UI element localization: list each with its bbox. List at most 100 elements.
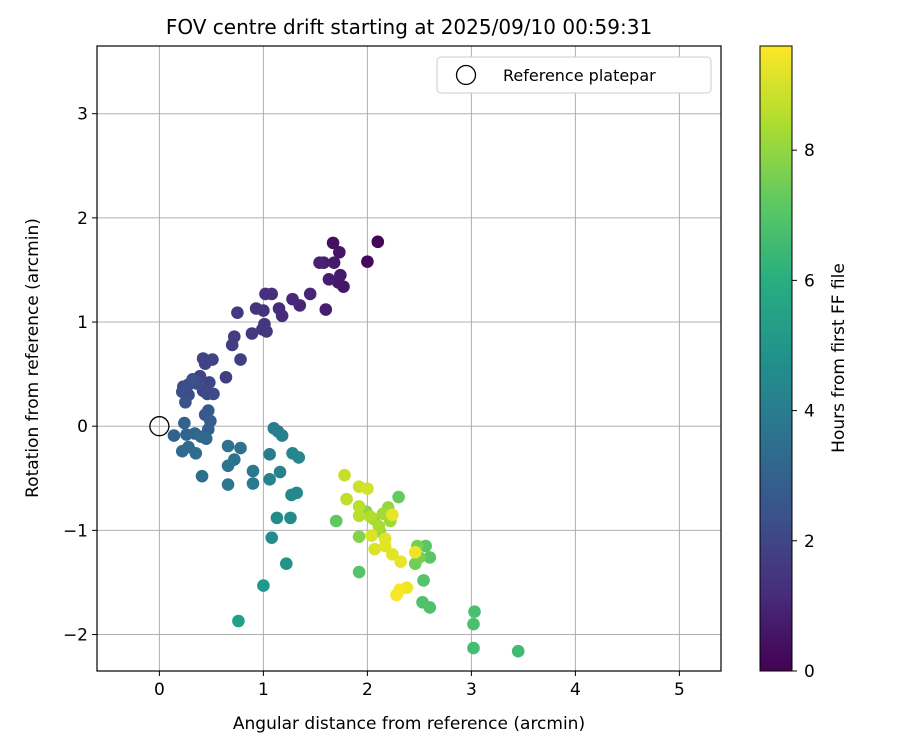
data-point [365, 529, 378, 542]
data-point [334, 268, 347, 282]
data-point [260, 325, 273, 338]
data-point [338, 468, 351, 482]
data-point [467, 641, 480, 655]
data-point [511, 644, 525, 658]
reference-point-marker [149, 416, 170, 437]
x-tick-label: 2 [362, 680, 373, 700]
x-axis-label: Angular distance from reference (arcmin) [233, 714, 585, 734]
data-point [263, 448, 276, 461]
y-tick-label: 0 [77, 417, 88, 437]
legend-box [436, 56, 712, 94]
data-point [313, 256, 326, 269]
colorbar-tick-label: 4 [804, 402, 815, 422]
data-point [270, 511, 284, 525]
data-point [352, 500, 366, 513]
colorbar-label: Hours from first FF file [829, 263, 849, 453]
data-point [364, 510, 377, 524]
data-point [179, 395, 192, 409]
data-point [221, 478, 235, 491]
data-point [340, 492, 353, 506]
data-point [286, 292, 299, 306]
legend-marker-open-circle [455, 64, 477, 86]
data-point [201, 404, 215, 417]
data-point [259, 287, 272, 301]
data-point [361, 482, 374, 496]
y-axis-ticks: −2 −1 0 1 2 3 [63, 105, 97, 646]
data-point [468, 605, 481, 618]
x-tick-label: 4 [570, 680, 581, 700]
data-point [417, 574, 430, 587]
data-point [352, 565, 366, 579]
data-point [221, 439, 235, 453]
data-point [249, 302, 263, 315]
colorbar-tick-label: 2 [804, 532, 815, 552]
data-point [234, 353, 247, 366]
data-point [284, 511, 297, 525]
data-point [234, 441, 247, 455]
data-point [392, 490, 405, 504]
data-point [246, 464, 260, 478]
data-point [378, 539, 392, 553]
data-point [408, 545, 422, 559]
legend-entry-reference: Reference platepar [503, 66, 656, 85]
y-tick-label: 2 [77, 209, 88, 229]
data-point [167, 429, 181, 442]
data-point [275, 429, 289, 442]
data-point [368, 542, 381, 556]
y-axis-label: Rotation from reference (arcmin) [23, 218, 43, 498]
y-tick-label: 3 [77, 105, 88, 125]
colorbar-tick-label: 6 [804, 271, 815, 291]
colorbar-tick-label: 8 [804, 141, 815, 161]
data-point [219, 370, 233, 384]
data-point [326, 236, 340, 250]
plot-frame [96, 45, 722, 672]
data-point [352, 509, 366, 523]
data-point [245, 327, 259, 340]
data-point [394, 555, 407, 568]
x-tick-label: 3 [466, 680, 477, 700]
data-point [372, 519, 386, 533]
data-point [322, 273, 336, 286]
data-point [207, 387, 220, 401]
data-point [285, 488, 298, 502]
data-point [263, 473, 276, 486]
data-point [329, 514, 343, 528]
x-tick-label: 0 [154, 680, 165, 700]
data-point [352, 530, 366, 543]
grid-lines [97, 46, 721, 671]
data-point [467, 617, 480, 631]
data-point [423, 551, 437, 564]
data-point [279, 557, 293, 571]
data-point [187, 374, 201, 387]
data-point [275, 309, 289, 323]
data-point [195, 469, 209, 483]
data-point [198, 357, 212, 371]
reference-marker-group [149, 416, 170, 437]
data-point [178, 416, 191, 430]
x-tick-label: 5 [674, 680, 685, 700]
colorbar-ticks: 0 2 4 6 8 [792, 141, 815, 682]
data-point [376, 507, 390, 521]
legend: Reference platepar [436, 56, 712, 94]
x-tick-label: 1 [258, 680, 269, 700]
data-point [292, 451, 306, 464]
x-axis-ticks: 0 1 2 3 4 5 [154, 671, 685, 700]
data-point [199, 432, 213, 446]
data-point [390, 588, 403, 602]
data-point [333, 245, 346, 259]
data-point [416, 595, 429, 609]
data-point [232, 614, 245, 628]
data-point [189, 446, 203, 460]
data-point [386, 548, 399, 561]
data-point [303, 287, 317, 301]
data-point [371, 235, 385, 249]
chart-title: FOV centre drift starting at 2025/09/10 … [166, 15, 652, 39]
y-tick-label: −1 [63, 521, 88, 541]
data-points [167, 235, 525, 658]
colorbar-tick-label: 0 [804, 662, 815, 682]
data-point [273, 465, 287, 479]
data-point [225, 338, 239, 352]
colorbar [759, 45, 793, 672]
data-point [221, 459, 235, 473]
